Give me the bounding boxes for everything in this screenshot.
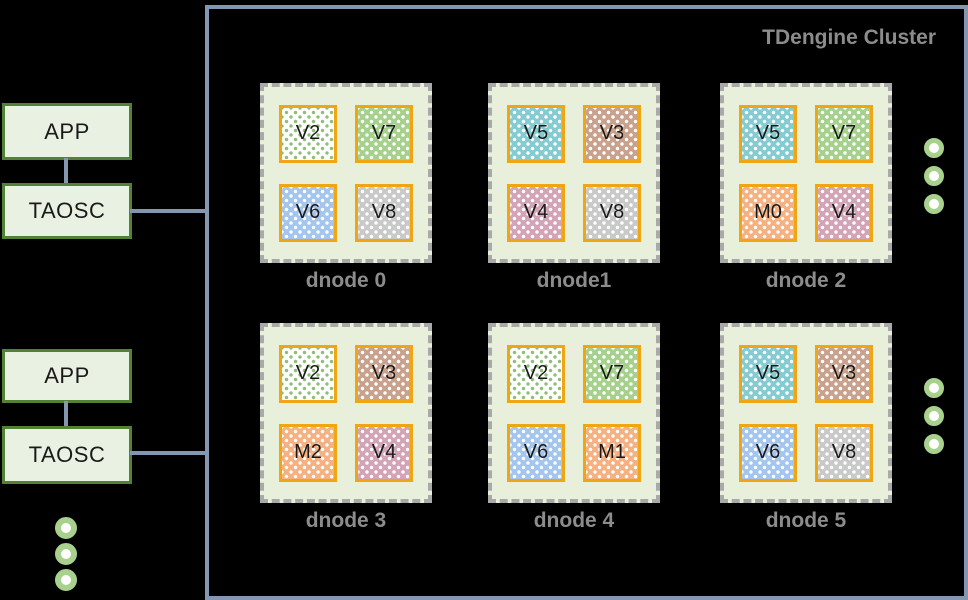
connector-app2-taosc2 bbox=[64, 401, 68, 428]
vnode-cell: V4 bbox=[355, 423, 413, 482]
dnode-4: V2 V7 V6 M1 dnode 4 bbox=[488, 323, 660, 533]
dnode-5: V5 V3 V6 V8 dnode 5 bbox=[720, 323, 892, 533]
vnode-cell: V6 bbox=[279, 183, 337, 242]
cluster-title: TDengine Cluster bbox=[762, 26, 936, 49]
vnode-cell: V8 bbox=[583, 183, 641, 242]
vnode-cell: V8 bbox=[355, 183, 413, 242]
dnode-label: dnode 2 bbox=[765, 269, 847, 292]
dnode-2-body: V5 V7 M0 V4 bbox=[720, 83, 892, 263]
vnode-cell: V8 bbox=[815, 423, 873, 482]
tdengine-cluster-boundary: TDengine Cluster bbox=[205, 5, 968, 600]
more-dnodes-ellipsis-top bbox=[924, 138, 944, 214]
mnode-cell: M0 bbox=[739, 183, 797, 242]
ellipsis-dot bbox=[924, 194, 944, 214]
vnode-cell: V4 bbox=[815, 183, 873, 242]
dnode-label: dnode 0 bbox=[305, 269, 387, 292]
ellipsis-dot bbox=[924, 138, 944, 158]
taosc-box-1: TAOSC bbox=[2, 183, 132, 239]
dnode-label: dnode 3 bbox=[305, 509, 387, 532]
vnode-cell: V7 bbox=[583, 344, 641, 403]
ellipsis-dot bbox=[55, 569, 77, 591]
mnode-cell: M2 bbox=[279, 423, 337, 482]
more-dnodes-ellipsis-bottom bbox=[924, 378, 944, 454]
vnode-cell: V2 bbox=[507, 344, 565, 403]
app-box-1: APP bbox=[2, 103, 132, 160]
dnode-2: V5 V7 M0 V4 dnode 2 bbox=[720, 83, 892, 293]
vnode-cell: V5 bbox=[739, 344, 797, 403]
vnode-cell: V3 bbox=[583, 104, 641, 163]
dnode-0: V2 V7 V6 V8 dnode 0 bbox=[260, 83, 432, 293]
vnode-cell: V5 bbox=[739, 104, 797, 163]
vnode-cell: V6 bbox=[507, 423, 565, 482]
dnode-5-body: V5 V3 V6 V8 bbox=[720, 323, 892, 503]
connector-taosc1-cluster bbox=[130, 209, 208, 213]
vnode-cell: V6 bbox=[739, 423, 797, 482]
vnode-cell: V7 bbox=[815, 104, 873, 163]
dnode-label: dnode1 bbox=[536, 269, 612, 292]
ellipsis-dot bbox=[924, 406, 944, 426]
dnode-label: dnode 5 bbox=[765, 509, 847, 532]
ellipsis-dot bbox=[924, 378, 944, 398]
mnode-cell: M1 bbox=[583, 423, 641, 482]
vnode-cell: V5 bbox=[507, 104, 565, 163]
ellipsis-dot bbox=[55, 517, 77, 539]
dnode-1-body: V5 V3 V4 V8 bbox=[488, 83, 660, 263]
connector-taosc2-cluster bbox=[130, 451, 208, 455]
vnode-cell: V7 bbox=[355, 104, 413, 163]
vnode-cell: V4 bbox=[507, 183, 565, 242]
taosc-box-2: TAOSC bbox=[2, 426, 132, 484]
vnode-cell: V2 bbox=[279, 104, 337, 163]
vnode-cell: V3 bbox=[815, 344, 873, 403]
dnode-4-body: V2 V7 V6 M1 bbox=[488, 323, 660, 503]
connector-app1-taosc1 bbox=[64, 158, 68, 185]
dnode-3: V2 V3 M2 V4 dnode 3 bbox=[260, 323, 432, 533]
vnode-cell: V3 bbox=[355, 344, 413, 403]
dnode-0-body: V2 V7 V6 V8 bbox=[260, 83, 432, 263]
ellipsis-dot bbox=[55, 543, 77, 565]
app-box-2: APP bbox=[2, 349, 132, 403]
ellipsis-dot bbox=[924, 434, 944, 454]
dnode-label: dnode 4 bbox=[533, 509, 615, 532]
ellipsis-dot bbox=[924, 166, 944, 186]
vnode-cell: V2 bbox=[279, 344, 337, 403]
dnode-3-body: V2 V3 M2 V4 bbox=[260, 323, 432, 503]
dnode-1: V5 V3 V4 V8 dnode1 bbox=[488, 83, 660, 293]
more-clients-ellipsis bbox=[55, 517, 77, 591]
